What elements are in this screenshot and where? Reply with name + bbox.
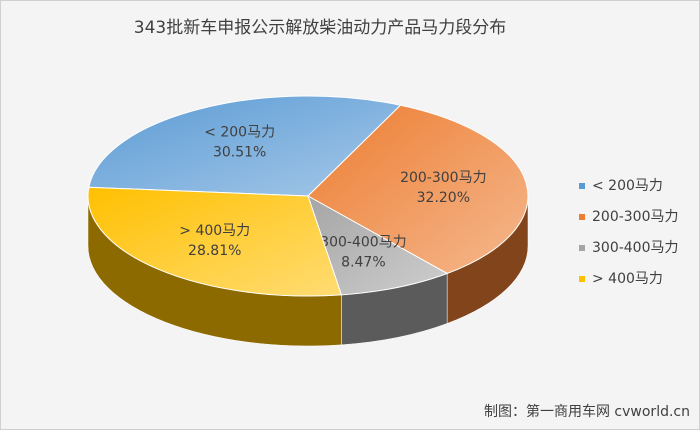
legend-marker xyxy=(579,183,585,189)
legend-marker xyxy=(579,276,585,282)
chart-title: 343批新车申报公示解放柴油动力产品马力段分布 xyxy=(134,18,506,38)
pie-slice xyxy=(307,104,529,275)
legend-label: > 400马力 xyxy=(592,271,663,287)
legend-marker xyxy=(579,214,585,220)
source-note: 制图：第一商用车网 cvworld.cn xyxy=(484,403,690,420)
value-label: 8.47% xyxy=(341,255,385,271)
value-label: 30.51% xyxy=(213,144,266,160)
slice-label: > 400马力 xyxy=(179,223,250,239)
legend-marker xyxy=(579,245,585,251)
slice-label: 300-400马力 xyxy=(320,235,407,251)
legend-label: 300-400马力 xyxy=(592,240,679,256)
pie-slice xyxy=(87,186,343,297)
value-label: 32.20% xyxy=(417,190,470,206)
pie-slice xyxy=(307,194,449,296)
pie-slice xyxy=(88,95,402,197)
value-label: 28.81% xyxy=(188,243,241,259)
legend-label: 200-300马力 xyxy=(592,209,679,225)
slice-label: 200-300马力 xyxy=(400,170,487,186)
legend-label: < 200马力 xyxy=(592,178,663,194)
slice-label: < 200马力 xyxy=(204,124,275,140)
